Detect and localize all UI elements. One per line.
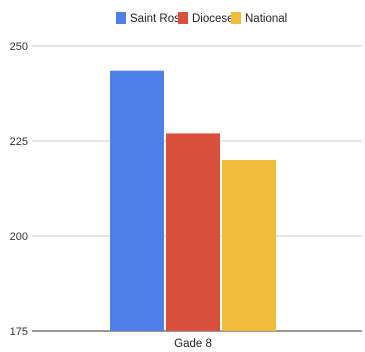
y-tick-label: 225 (10, 136, 28, 148)
legend: Saint Rose Diocese National (116, 12, 287, 25)
legend-label: Diocese (192, 13, 234, 25)
bars (110, 70, 276, 331)
legend-swatch-saint-rose (116, 12, 126, 24)
y-axis: 175 200 225 250 (10, 41, 28, 338)
bar-national (222, 160, 276, 331)
y-tick-label: 200 (10, 231, 28, 243)
legend-label: National (245, 13, 287, 25)
legend-swatch-diocese (178, 12, 188, 24)
x-category-label: Gade 8 (174, 338, 212, 350)
x-axis: Gade 8 (174, 338, 212, 350)
bar-saint-rose (110, 70, 164, 331)
bar-diocese (166, 133, 220, 331)
legend-swatch-national (231, 12, 241, 24)
legend-label: Saint Rose (130, 13, 186, 25)
y-tick-label: 175 (10, 326, 28, 338)
y-tick-label: 250 (10, 41, 28, 53)
